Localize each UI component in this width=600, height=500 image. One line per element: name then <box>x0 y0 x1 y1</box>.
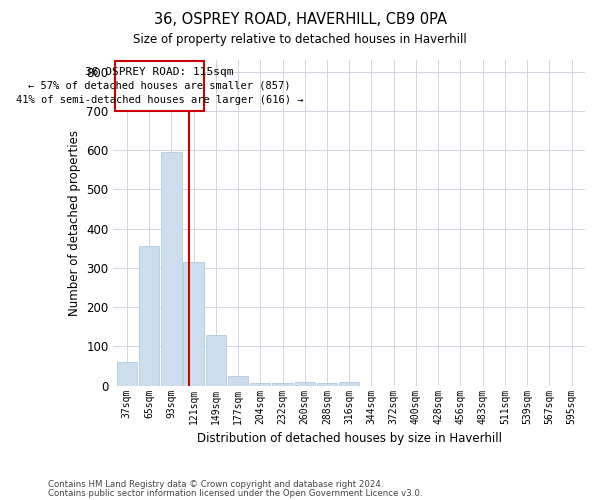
Bar <box>116 362 137 386</box>
Text: ← 57% of detached houses are smaller (857): ← 57% of detached houses are smaller (85… <box>28 81 290 91</box>
Y-axis label: Number of detached properties: Number of detached properties <box>68 130 81 316</box>
Text: Contains public sector information licensed under the Open Government Licence v3: Contains public sector information licen… <box>48 488 422 498</box>
Bar <box>250 382 271 386</box>
X-axis label: Distribution of detached houses by size in Haverhill: Distribution of detached houses by size … <box>197 432 502 445</box>
Text: Contains HM Land Registry data © Crown copyright and database right 2024.: Contains HM Land Registry data © Crown c… <box>48 480 383 489</box>
Bar <box>139 246 159 386</box>
Bar <box>206 336 226 386</box>
Text: Size of property relative to detached houses in Haverhill: Size of property relative to detached ho… <box>133 32 467 46</box>
Text: 36, OSPREY ROAD, HAVERHILL, CB9 0PA: 36, OSPREY ROAD, HAVERHILL, CB9 0PA <box>154 12 446 28</box>
Bar <box>317 382 337 386</box>
Text: 36 OSPREY ROAD: 115sqm: 36 OSPREY ROAD: 115sqm <box>85 67 233 77</box>
Bar <box>228 376 248 386</box>
Bar <box>272 382 293 386</box>
Bar <box>183 262 204 386</box>
FancyBboxPatch shape <box>115 61 203 111</box>
Text: 41% of semi-detached houses are larger (616) →: 41% of semi-detached houses are larger (… <box>16 95 303 105</box>
Bar <box>161 152 182 386</box>
Bar <box>339 382 359 386</box>
Bar <box>295 382 315 386</box>
